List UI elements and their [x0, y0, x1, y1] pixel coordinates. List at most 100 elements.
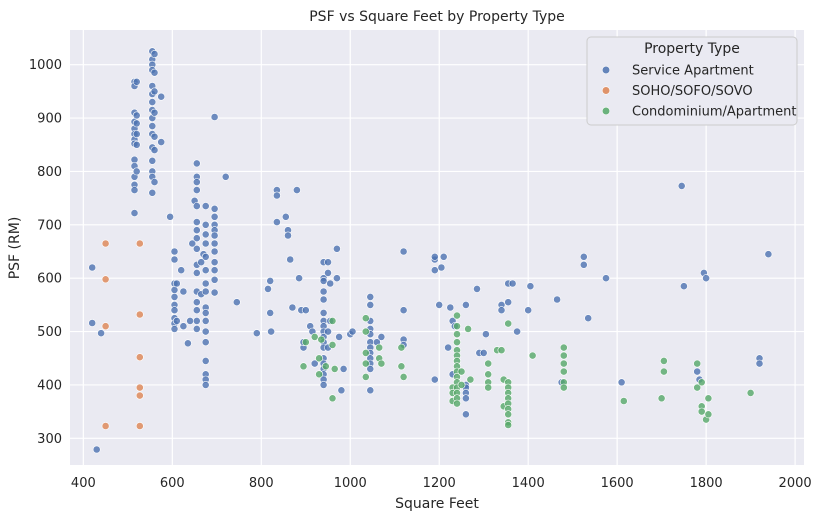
data-point-series-2: [375, 343, 384, 352]
data-point-series-0: [435, 300, 444, 309]
data-point-series-0: [192, 202, 201, 210]
y-tick-label: 800: [37, 165, 62, 180]
data-point-series-0: [702, 274, 710, 283]
data-point-series-2: [504, 319, 513, 328]
data-point-series-2: [693, 359, 702, 368]
data-point-series-0: [310, 359, 319, 368]
data-point-series-2: [321, 362, 330, 371]
data-point-series-0: [130, 209, 139, 217]
data-point-series-0: [232, 298, 241, 307]
data-point-series-0: [579, 260, 588, 269]
data-point-series-0: [366, 386, 375, 395]
data-point-series-0: [764, 250, 773, 259]
data-point-series-1: [135, 353, 144, 362]
data-point-series-2: [559, 383, 568, 392]
x-tick-label: 400: [71, 476, 96, 491]
data-point-series-0: [319, 287, 328, 296]
legend-title: Property Type: [644, 41, 740, 57]
data-point-series-0: [210, 288, 219, 297]
data-point-series-2: [657, 394, 666, 403]
data-point-series-0: [172, 316, 181, 325]
data-point-series-0: [132, 130, 141, 138]
y-tick-label: 600: [37, 272, 62, 287]
data-point-series-0: [177, 266, 186, 275]
data-point-series-0: [210, 204, 219, 213]
data-point-series-2: [377, 359, 386, 368]
data-point-series-0: [201, 308, 210, 317]
data-point-series-2: [317, 335, 326, 344]
data-point-series-0: [617, 378, 626, 387]
legend-label: Service Apartment: [632, 64, 754, 79]
data-point-series-0: [210, 247, 219, 256]
data-point-series-2: [697, 407, 706, 416]
data-point-series-0: [170, 255, 179, 264]
data-point-series-2: [328, 340, 337, 349]
data-point-series-0: [210, 275, 219, 284]
data-point-series-0: [188, 239, 197, 248]
data-point-series-0: [201, 327, 210, 336]
data-point-series-2: [484, 359, 493, 368]
data-point-series-0: [497, 306, 506, 315]
data-point-series-0: [150, 68, 159, 77]
data-point-series-0: [150, 146, 159, 154]
y-tick-label: 300: [37, 432, 62, 447]
data-point-series-0: [281, 212, 290, 221]
data-point-series-0: [366, 292, 375, 301]
data-point-series-0: [324, 258, 332, 267]
data-point-series-0: [192, 324, 201, 333]
data-point-series-1: [101, 322, 110, 331]
data-point-series-0: [132, 140, 141, 149]
x-tick-label: 800: [249, 476, 274, 491]
legend-items: Service Apartment SOHO/SOFO/SOVO Condomini…: [601, 64, 796, 120]
data-point-series-0: [192, 234, 201, 243]
data-point-series-2: [361, 327, 370, 336]
data-point-series-2: [704, 410, 713, 419]
data-point-series-0: [132, 119, 141, 128]
data-point-series-0: [92, 445, 101, 454]
legend-marker: [601, 86, 611, 95]
data-point-series-0: [88, 319, 97, 327]
legend: Property Type Service Apartment SOHO/SOFO…: [586, 36, 798, 126]
data-point-series-1: [135, 422, 144, 430]
data-point-series-0: [192, 316, 201, 325]
data-point-series-0: [267, 327, 275, 336]
data-point-series-0: [430, 375, 439, 384]
data-point-series-1: [101, 239, 110, 248]
data-point-series-0: [461, 410, 470, 419]
data-point-series-0: [210, 266, 219, 275]
data-point-series-0: [170, 247, 179, 256]
data-point-series-2: [660, 356, 668, 365]
data-point-series-0: [693, 367, 702, 376]
data-point-series-2: [301, 338, 310, 347]
data-point-series-0: [399, 306, 408, 315]
data-point-series-0: [166, 212, 174, 221]
x-tick-label: 600: [160, 476, 185, 491]
data-point-series-1: [135, 310, 144, 319]
data-point-series-0: [150, 87, 159, 96]
data-point-series-0: [201, 252, 210, 261]
data-point-series-0: [288, 303, 297, 312]
data-point-series-0: [680, 282, 688, 291]
data-point-series-0: [584, 314, 593, 323]
data-point-series-0: [210, 231, 219, 240]
data-point-series-0: [437, 263, 446, 272]
data-point-series-0: [272, 218, 281, 226]
data-point-series-0: [157, 138, 166, 146]
data-point-series-0: [430, 252, 439, 261]
data-point-series-1: [135, 383, 144, 392]
data-point-series-0: [264, 284, 272, 293]
data-point-series-1: [101, 275, 110, 284]
data-point-series-2: [559, 343, 568, 352]
data-point-series-2: [315, 370, 323, 379]
data-point-series-0: [148, 98, 157, 106]
y-axis-title: PSF (RM): [7, 217, 23, 280]
data-point-series-0: [295, 274, 303, 283]
data-point-series-0: [430, 266, 439, 275]
data-point-series-0: [337, 386, 346, 395]
data-point-series-0: [201, 230, 210, 239]
data-point-series-0: [192, 159, 201, 168]
data-point-series-0: [132, 167, 141, 176]
data-point-series-0: [444, 343, 452, 352]
data-point-series-0: [132, 111, 141, 120]
